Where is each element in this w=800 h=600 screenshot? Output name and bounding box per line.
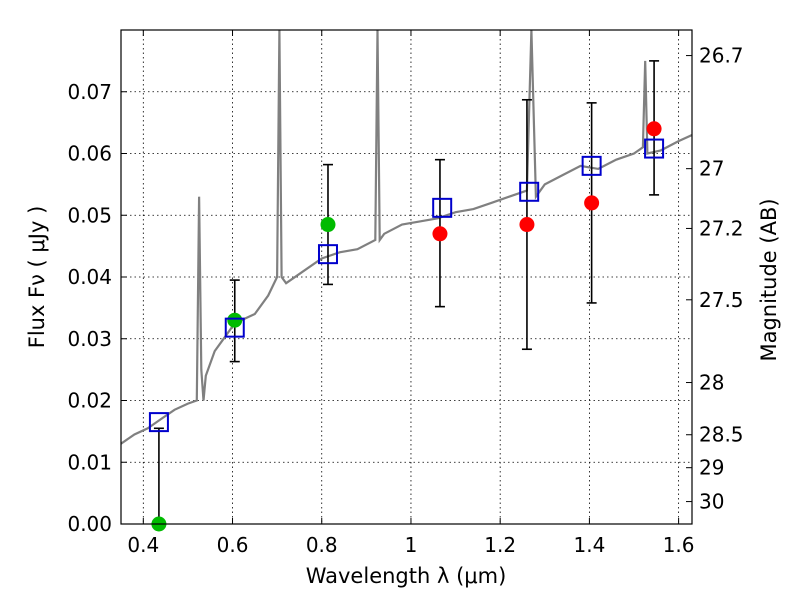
model-box: [644, 138, 665, 159]
right-tick-label: 27.2: [699, 216, 744, 240]
x-tick-label: 1: [405, 533, 418, 557]
y-tick-label: 0.02: [67, 389, 112, 413]
y-tick-label: 0.06: [67, 142, 112, 166]
model-box: [148, 412, 169, 433]
model-box: [317, 244, 338, 265]
y-axis-label: Flux Fν ( μJy ): [25, 206, 49, 349]
right-tick-label: 27.5: [699, 288, 744, 312]
data-markers: [148, 121, 665, 532]
data-point: [432, 226, 448, 242]
x-tick-label: 0.6: [217, 533, 249, 557]
y-tick-label: 0.03: [67, 327, 112, 351]
x-axis: 0.4 0.6 0.8 1 1.2 1.4 1.6: [127, 30, 695, 557]
x-tick-label: 0.4: [127, 533, 159, 557]
x-tick-label: 1.6: [663, 533, 695, 557]
y-tick-label: 0.05: [67, 203, 112, 227]
right-tick-label: 26.7: [699, 44, 744, 68]
right-axis: 26.7 27 27.2 27.5 28 28.5 29 30: [686, 44, 744, 514]
right-tick-label: 28.5: [699, 423, 744, 447]
y-tick-label: 0.01: [67, 450, 112, 474]
right-tick-label: 27: [699, 157, 724, 181]
y-axis: 0.00 0.01 0.02 0.03 0.04 0.05 0.06 0.07: [67, 80, 127, 536]
right-tick-label: 30: [699, 490, 724, 514]
data-point: [646, 121, 662, 137]
right-tick-label: 28: [699, 371, 724, 395]
right-tick-label: 29: [699, 456, 724, 480]
grid: [121, 30, 692, 525]
model-box: [519, 181, 540, 202]
y-tick-label: 0.04: [67, 265, 112, 289]
x-tick-label: 1.4: [573, 533, 605, 557]
model-box: [432, 197, 453, 218]
data-point: [584, 195, 600, 211]
data-point: [519, 217, 535, 233]
model-box: [224, 317, 245, 338]
right-axis-label: Magnitude (AB): [757, 198, 781, 361]
error-bars: [153, 60, 660, 525]
data-point: [227, 312, 243, 328]
y-tick-label: 0.00: [67, 512, 112, 536]
model-box: [581, 155, 602, 176]
x-tick-label: 0.8: [306, 533, 338, 557]
data-point: [320, 217, 336, 233]
y-tick-label: 0.07: [67, 80, 112, 104]
x-tick-label: 1.2: [484, 533, 516, 557]
x-axis-label: Wavelength λ (μm): [306, 564, 507, 588]
